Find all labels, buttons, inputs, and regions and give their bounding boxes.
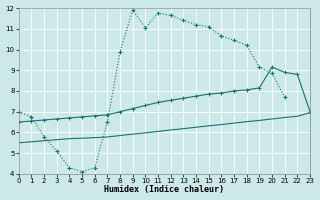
X-axis label: Humidex (Indice chaleur): Humidex (Indice chaleur)	[104, 185, 224, 194]
